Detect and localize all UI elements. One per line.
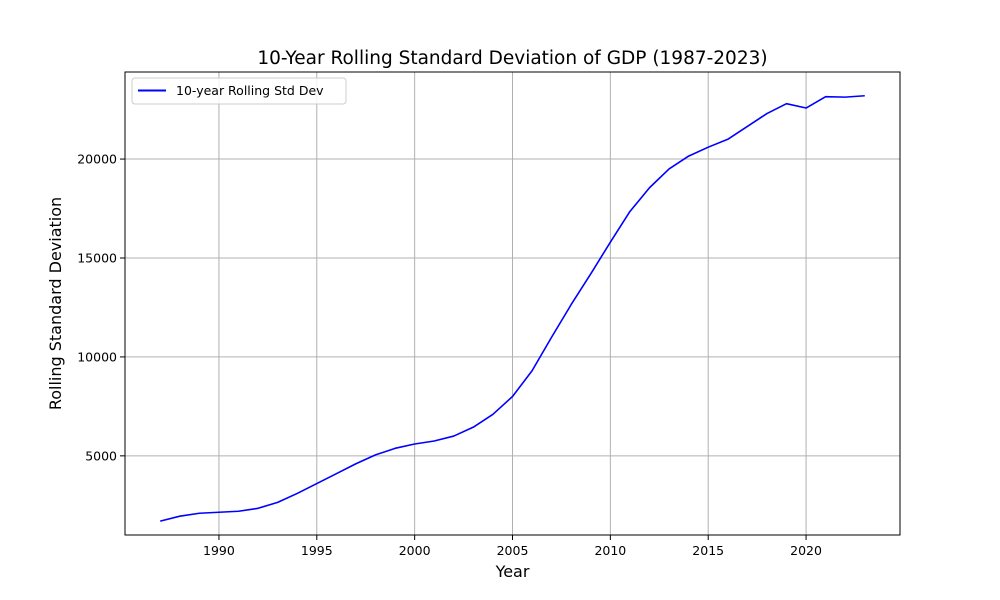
y-tick-label: 10000 — [77, 349, 117, 364]
chart-title: 10-Year Rolling Standard Deviation of GD… — [257, 48, 767, 69]
x-tick-label: 1990 — [203, 543, 235, 558]
x-axis-label: Year — [495, 562, 530, 581]
x-tick-label: 2000 — [399, 543, 431, 558]
y-tick-label: 15000 — [77, 250, 117, 265]
x-tick-label: 1995 — [301, 543, 333, 558]
legend-box — [131, 77, 347, 105]
y-tick-label: 20000 — [77, 152, 117, 167]
legend: 10-year Rolling Std Dev — [131, 77, 347, 105]
series-line — [160, 94, 865, 522]
series-layer — [160, 94, 865, 522]
x-tick-label: 2005 — [497, 543, 529, 558]
x-tick-label: 2010 — [594, 543, 626, 558]
legend-label: 10-year Rolling Std Dev — [176, 83, 324, 98]
x-tick-label: 2015 — [692, 543, 724, 558]
y-axis-label: Rolling Standard Deviation — [46, 197, 65, 410]
x-tick-label: 2020 — [790, 543, 822, 558]
tick-layer: 1990 1995 2000 2005 2010 2015 2020 5000 10000 150… — [77, 152, 822, 558]
y-tick-label: 5000 — [85, 448, 117, 463]
grid-layer — [125, 72, 900, 535]
